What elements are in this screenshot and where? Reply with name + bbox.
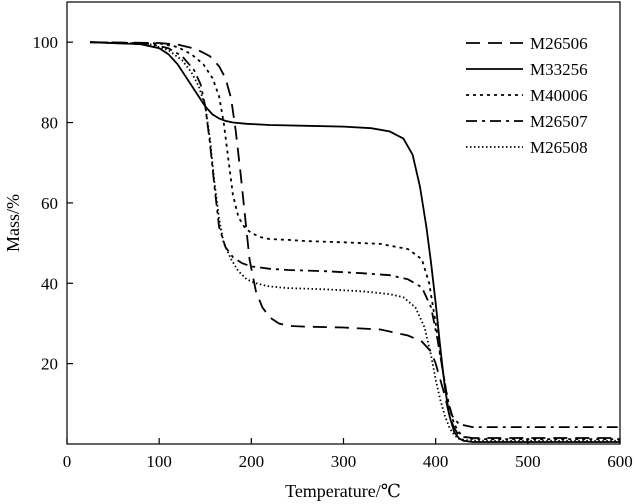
y-tick-label: 40 (41, 274, 58, 293)
series-line-m33256 (89, 41, 620, 443)
y-tick-label: 20 (41, 355, 58, 374)
series-line-m40006 (89, 41, 620, 441)
series-lines (89, 41, 620, 443)
series-line-m26507 (89, 41, 620, 428)
legend-label-m26508: M26508 (530, 138, 588, 157)
x-axis-ticks: 0 100 200 300 400 500 600 (63, 438, 633, 471)
y-tick-label: 60 (41, 194, 58, 213)
legend-label-m26506: M26506 (530, 34, 588, 53)
x-tick-label: 0 (63, 452, 72, 471)
legend-label-m40006: M40006 (530, 86, 588, 105)
x-axis-title: Temperature/℃ (285, 481, 401, 501)
x-tick-label: 500 (515, 452, 541, 471)
legend-label-m26507: M26507 (530, 112, 588, 131)
y-tick-label: 80 (41, 114, 58, 133)
y-tick-label: 100 (33, 33, 59, 52)
x-tick-label: 400 (423, 452, 449, 471)
y-axis-ticks: 20 40 60 80 100 (33, 33, 73, 374)
legend-label-m33256: M33256 (530, 60, 588, 79)
y-axis-title: Mass/% (3, 194, 23, 252)
legend: M26506 M33256 M40006 M26507 M26508 (466, 34, 588, 157)
x-tick-label: 600 (607, 452, 633, 471)
series-line-m26506 (89, 41, 620, 439)
x-tick-label: 300 (331, 452, 357, 471)
x-tick-label: 200 (239, 452, 265, 471)
x-tick-label: 100 (146, 452, 172, 471)
